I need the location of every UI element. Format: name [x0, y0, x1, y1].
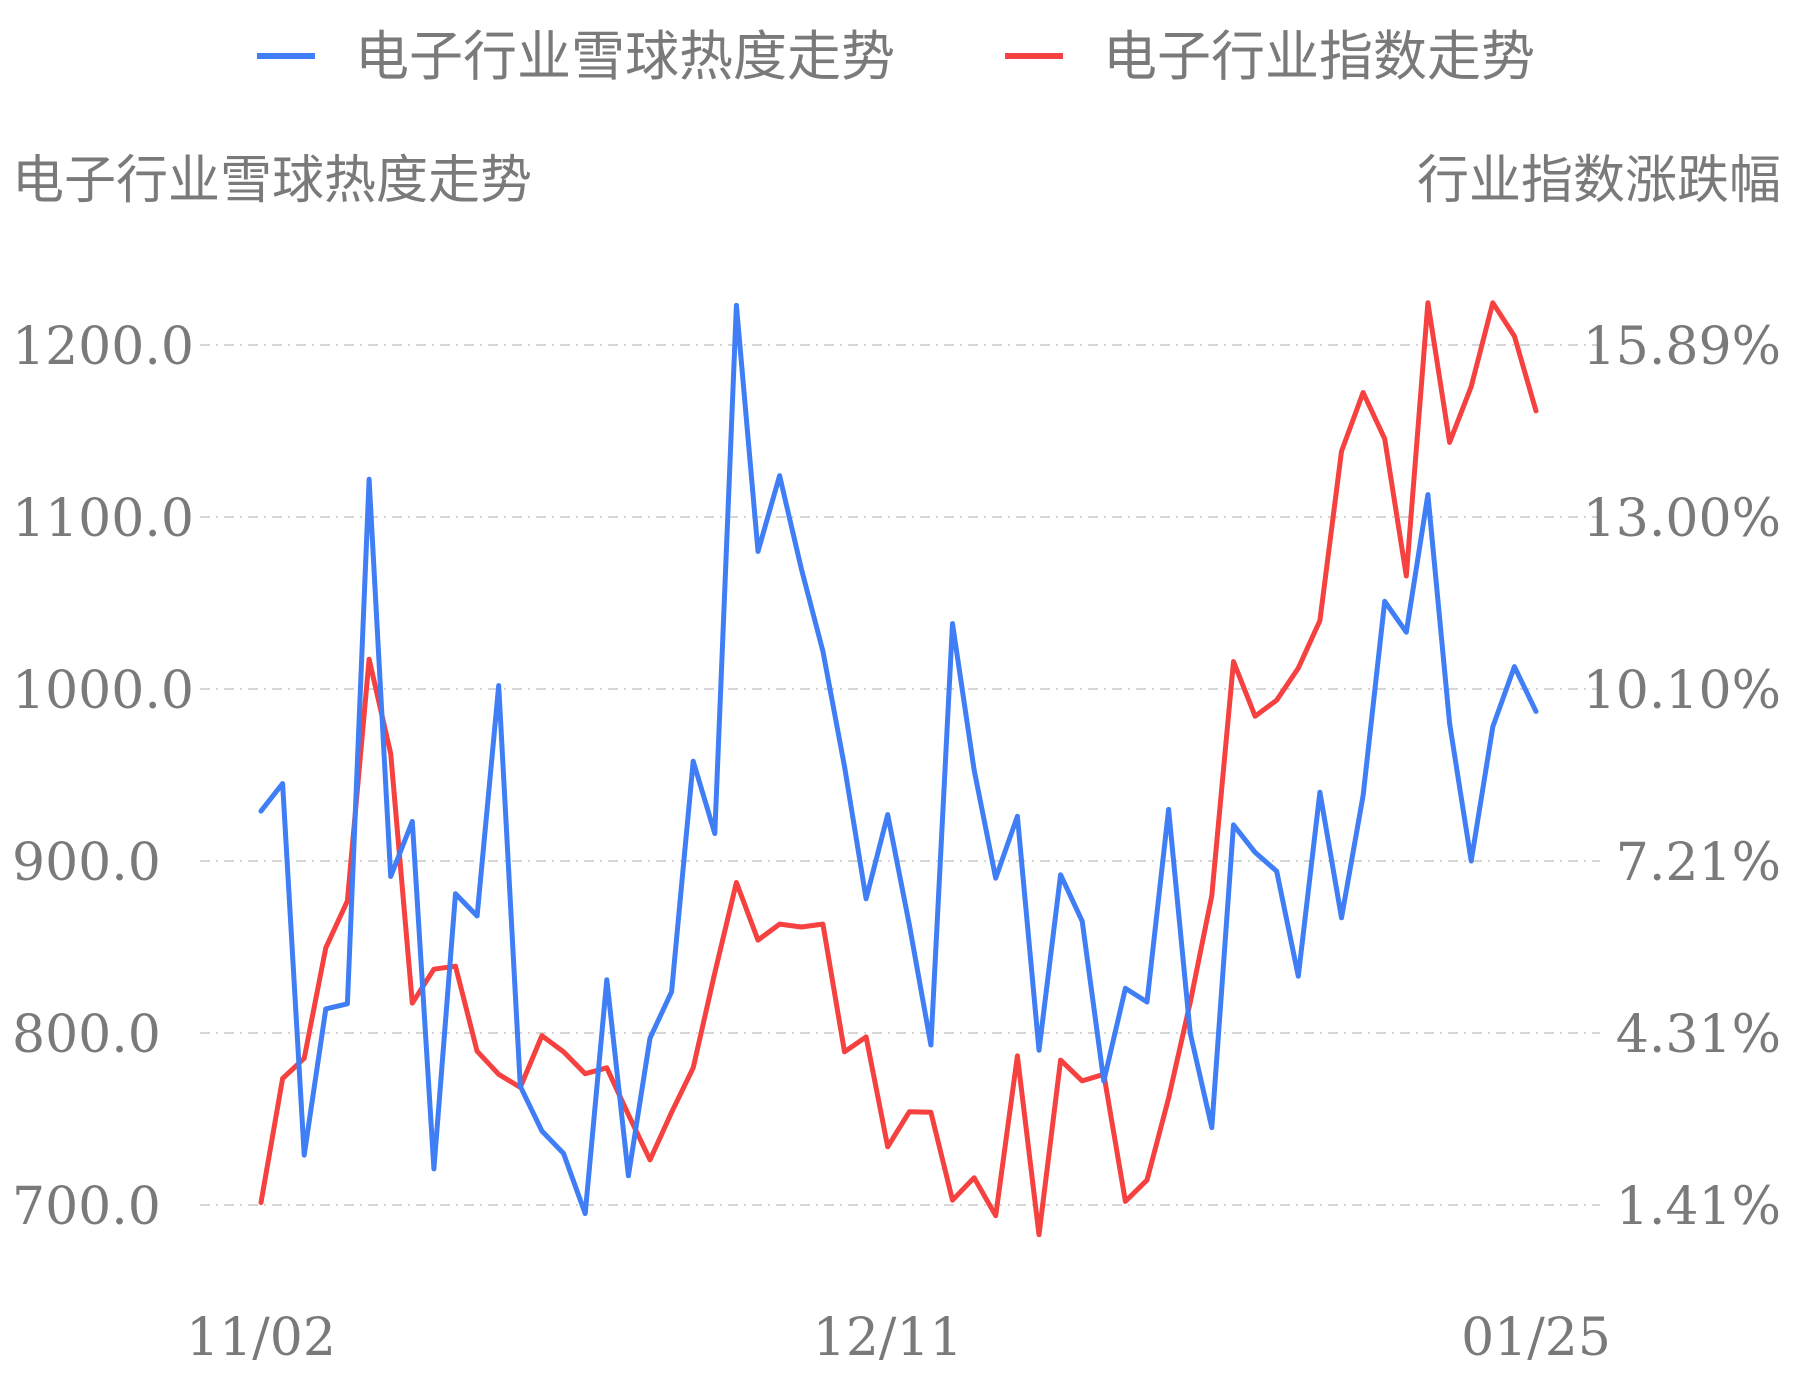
left-tick-label: 700.0	[12, 1177, 161, 1237]
left-axis-ticks: 1200.0 1100.0 1000.0 900.0 800.0 700.0	[12, 317, 194, 1237]
left-tick-label: 1100.0	[12, 489, 194, 549]
left-tick-label: 1000.0	[12, 661, 194, 721]
x-tick-label: 11/02	[186, 1308, 336, 1368]
series-layer	[258, 300, 1539, 1238]
legend-label-heat: 电子行业雪球热度走势	[355, 25, 895, 88]
right-tick-label: 4.31%	[1616, 1005, 1781, 1065]
left-tick-label: 800.0	[12, 1005, 161, 1065]
x-tick-label: 01/25	[1461, 1308, 1611, 1368]
right-axis-ticks: 15.89% 13.00% 10.10% 7.21% 4.31% 1.41%	[1583, 317, 1781, 1237]
x-axis-ticks: 11/02 12/11 01/25	[186, 1308, 1611, 1368]
series-line-index	[258, 300, 1539, 1238]
left-tick-label: 1200.0	[12, 317, 194, 377]
x-tick-label: 12/11	[813, 1308, 963, 1368]
legend: 电子行业雪球热度走势 电子行业指数走势	[257, 25, 1535, 88]
right-tick-label: 13.00%	[1583, 489, 1781, 549]
left-axis-title: 电子行业雪球热度走势	[12, 151, 532, 211]
right-tick-label: 1.41%	[1616, 1177, 1781, 1237]
right-tick-label: 15.89%	[1583, 317, 1781, 377]
right-tick-label: 10.10%	[1583, 661, 1781, 721]
right-axis-title: 行业指数涨跌幅	[1417, 151, 1781, 211]
series-line-heat	[258, 302, 1539, 1217]
legend-label-index: 电子行业指数走势	[1103, 25, 1535, 88]
right-tick-label: 7.21%	[1616, 833, 1781, 893]
gridlines	[200, 344, 1600, 1206]
left-tick-label: 900.0	[12, 833, 161, 893]
